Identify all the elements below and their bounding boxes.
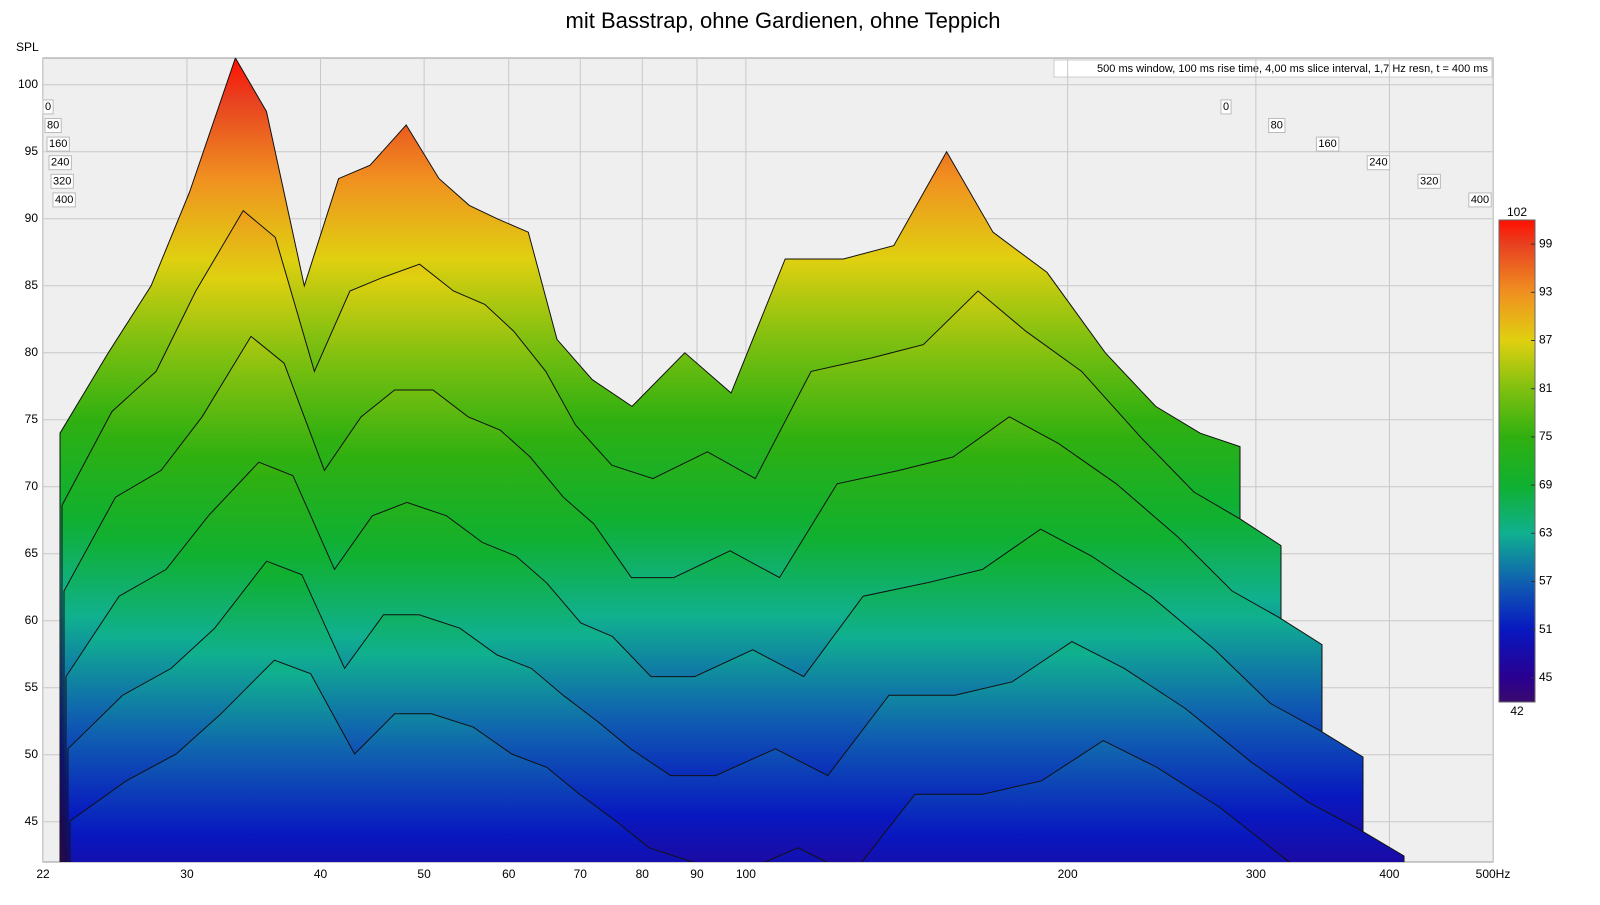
time-label: 80 [47,120,59,132]
x-tick-label: 40 [314,867,328,881]
time-label-box [1315,136,1340,152]
time-label-box [1417,173,1441,189]
x-tick-label: 70 [574,867,588,881]
time-label: 240 [51,157,69,169]
x-tick-label: 100 [736,867,756,881]
colorbar [1498,219,1536,703]
time-label: 320 [1420,175,1438,187]
annotation-box [1053,59,1493,78]
x-tick-label: 200 [1058,867,1078,881]
x-tick-label: 500Hz [1476,867,1511,881]
x-tick-label: 50 [417,867,431,881]
time-label: 160 [49,138,67,150]
time-label: 320 [53,175,71,187]
y-tick-label: 55 [25,680,39,694]
y-tick-label: 90 [25,211,39,225]
colorbar-tick-label: 81 [1539,381,1553,395]
y-tick-label: 65 [25,546,39,560]
chart-title: mit Basstrap, ohne Gardienen, ohne Teppi… [566,8,1001,33]
y-axis-label: SPL [16,40,39,54]
colorbar-tick-label: 57 [1539,574,1553,588]
y-tick-label: 95 [25,144,39,158]
colorbar-tick-label: 99 [1539,236,1553,250]
colorbar-tick-label: 87 [1539,333,1553,347]
y-tick-label: 50 [25,747,39,761]
time-label: 0 [1223,101,1229,113]
y-tick-label: 45 [25,814,39,828]
x-tick-label: 300 [1246,867,1266,881]
x-tick-label: 400 [1379,867,1399,881]
x-tick-label: 22 [36,867,50,881]
y-tick-label: 75 [25,412,39,426]
colorbar-tick-label: 69 [1539,477,1553,491]
colorbar-tick-label: 45 [1539,670,1553,684]
x-tick-label: 90 [690,867,704,881]
y-tick-label: 60 [25,613,39,627]
time-label-box [42,99,54,115]
time-label: 0 [45,101,51,113]
time-label-box [48,155,72,171]
y-tick-label: 85 [25,278,39,292]
colorbar-tick-label: 93 [1539,284,1553,298]
time-label-box [1366,155,1391,171]
y-tick-label: 100 [18,77,38,91]
time-label: 240 [1369,157,1387,169]
time-label: 80 [1271,120,1283,132]
time-label: 400 [1471,194,1489,206]
x-tick-label: 30 [180,867,194,881]
y-tick-label: 80 [25,345,39,359]
colorbar-tick-label: 63 [1539,525,1553,539]
annotation: 500 ms window, 100 ms rise time, 4,00 ms… [1097,63,1488,75]
slice [69,659,1291,862]
colorbar-tick-label: 75 [1539,429,1553,443]
colorbar-max: 102 [1507,205,1527,219]
time-label-box [52,192,76,208]
colorbar-min: 42 [1510,704,1524,718]
time-label-box [46,136,70,152]
x-tick-label: 60 [502,867,516,881]
time-label-box [1468,192,1492,208]
time-label: 160 [1318,138,1336,150]
colorbar-tick-label: 51 [1539,622,1553,636]
time-label-box [50,173,74,189]
time-label: 400 [55,194,73,206]
time-label-box [44,118,62,134]
x-tick-label: 80 [636,867,650,881]
time-label-box [1220,99,1232,115]
y-tick-label: 70 [25,479,39,493]
time-label-box [1268,118,1286,134]
